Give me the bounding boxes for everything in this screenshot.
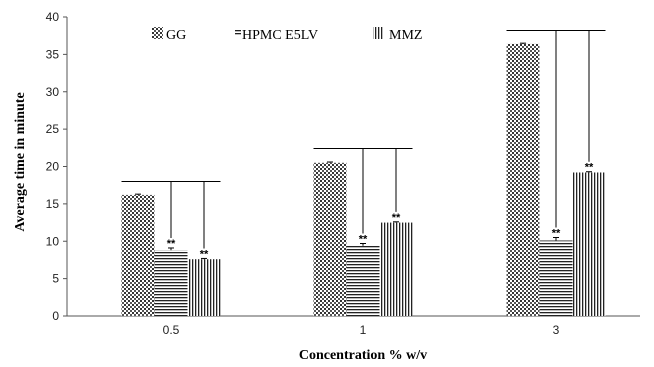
error-bars — [135, 42, 592, 260]
y-tick-label: 25 — [46, 122, 60, 136]
bar — [379, 222, 413, 316]
legend-label: HPMC E5LV — [242, 28, 318, 43]
significance-label: ** — [200, 248, 209, 260]
y-axis-title: Average time in minute — [13, 92, 28, 231]
y-tick-label: 40 — [46, 10, 60, 24]
y-tick-label: 15 — [46, 197, 60, 211]
bar — [121, 194, 155, 316]
bar — [346, 245, 380, 316]
y-tick-label: 30 — [46, 85, 60, 99]
significance-label: ** — [552, 228, 561, 240]
y-tick-label: 35 — [46, 47, 60, 61]
legend-label: GG — [166, 28, 186, 43]
bar — [154, 250, 188, 316]
y-tick-label: 0 — [52, 309, 59, 323]
bar — [187, 259, 221, 316]
bar — [572, 172, 606, 316]
significance-brackets — [121, 29, 606, 249]
significance-annotations: ** ** ** ** ** ** — [167, 162, 594, 261]
y-tick-label: 5 — [52, 272, 59, 286]
y-tick-label: 20 — [46, 160, 60, 174]
x-axis-title: Concentration % w/v — [299, 348, 427, 363]
bar — [539, 240, 573, 316]
legend-swatch — [152, 27, 163, 39]
significance-label: ** — [585, 162, 594, 174]
significance-label: ** — [392, 212, 401, 224]
bar — [313, 162, 347, 316]
significance-label: ** — [167, 238, 176, 250]
significance-label: ** — [359, 233, 368, 245]
bars — [121, 43, 606, 316]
legend-swatch — [373, 27, 384, 39]
x-tick-label: 0.5 — [163, 323, 180, 337]
x-tick-label: 1 — [360, 323, 367, 337]
x-tick-label: 3 — [553, 323, 560, 337]
legend: GG HPMC E5LV MMZ — [152, 27, 422, 43]
y-tick-label: 10 — [46, 234, 60, 248]
bar — [506, 43, 540, 316]
legend-swatch — [235, 30, 241, 36]
legend-label: MMZ — [389, 28, 422, 43]
